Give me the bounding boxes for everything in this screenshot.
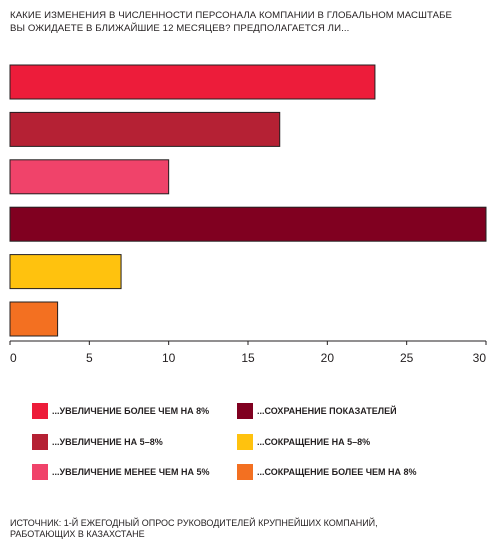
legend-item-1: ...УВЕЛИЧЕНИЕ БОЛЕЕ ЧЕМ НА 8% [32, 403, 209, 419]
bar-chart: 0 5 10 15 20 25 30 [9, 64, 487, 365]
x-tick-label-1: 0 [10, 351, 17, 365]
legend-item-2: ...УВЕЛИЧЕНИЕ НА 5–8% [32, 434, 163, 450]
bar-3 [9, 159, 170, 195]
bar-2 [9, 111, 281, 147]
bar-5 [9, 254, 122, 290]
legend-swatch-4 [237, 403, 253, 419]
x-tick-label-6: 25 [400, 351, 414, 365]
legend-item-3: ...УВЕЛИЧЕНИЕ МЕНЕЕ ЧЕМ НА 5% [32, 464, 210, 480]
legend-swatch-1 [32, 403, 48, 419]
x-tick-label-2: 5 [86, 351, 93, 365]
legend-item-4: ...СОХРАНЕНИЕ ПОКАЗАТЕЛЕЙ [237, 403, 397, 419]
chart-title-line-1: КАКИЕ ИЗМЕНЕНИЯ В ЧИСЛЕННОСТИ ПЕРСОНАЛА … [10, 10, 452, 21]
legend-label-5: ...СОКРАЩЕНИЕ НА 5–8% [257, 437, 371, 447]
legend-label-1: ...УВЕЛИЧЕНИЕ БОЛЕЕ ЧЕМ НА 8% [52, 406, 210, 416]
legend-swatch-5 [237, 434, 253, 450]
x-axis-ticks: 0 5 10 15 20 25 30 [9, 341, 487, 365]
bar-4 [9, 206, 487, 242]
x-tick-label-7: 30 [473, 351, 487, 365]
chart-title: КАКИЕ ИЗМЕНЕНИЯ В ЧИСЛЕННОСТИ ПЕРСОНАЛА … [10, 9, 490, 35]
x-tick-label-3: 10 [162, 351, 176, 365]
legend-label-3: ...УВЕЛИЧЕНИЕ МЕНЕЕ ЧЕМ НА 5% [52, 467, 210, 477]
legend-swatch-2 [32, 434, 48, 450]
x-tick-label-5: 20 [321, 351, 335, 365]
legend-label-6: ...СОКРАЩЕНИЕ БОЛЕЕ ЧЕМ НА 8% [257, 467, 417, 477]
bar-6 [9, 301, 59, 337]
bars [9, 64, 487, 337]
legend-swatch-3 [32, 464, 48, 480]
chart-title-line-2: ВЫ ОЖИДАЕТЕ В БЛИЖАЙШИЕ 12 МЕСЯЦЕВ? ПРЕД… [10, 23, 350, 34]
legend-item-5: ...СОКРАЩЕНИЕ НА 5–8% [237, 434, 370, 450]
legend-label-2: ...УВЕЛИЧЕНИЕ НА 5–8% [52, 437, 163, 447]
source-line-1: ИСТОЧНИК: 1-Й ЕЖЕГОДНЫЙ ОПРОС РУКОВОДИТЕ… [10, 518, 378, 528]
source-line-2: РАБОТАЮЩИХ В КАЗАХСТАНЕ [10, 529, 145, 539]
source-note: ИСТОЧНИК: 1-Й ЕЖЕГОДНЫЙ ОПРОС РУКОВОДИТЕ… [10, 518, 490, 540]
legend-item-6: ...СОКРАЩЕНИЕ БОЛЕЕ ЧЕМ НА 8% [237, 464, 417, 480]
legend-swatch-6 [237, 464, 253, 480]
bar-1 [9, 64, 376, 100]
legend-label-4: ...СОХРАНЕНИЕ ПОКАЗАТЕЛЕЙ [257, 406, 397, 416]
x-tick-label-4: 15 [241, 351, 255, 365]
